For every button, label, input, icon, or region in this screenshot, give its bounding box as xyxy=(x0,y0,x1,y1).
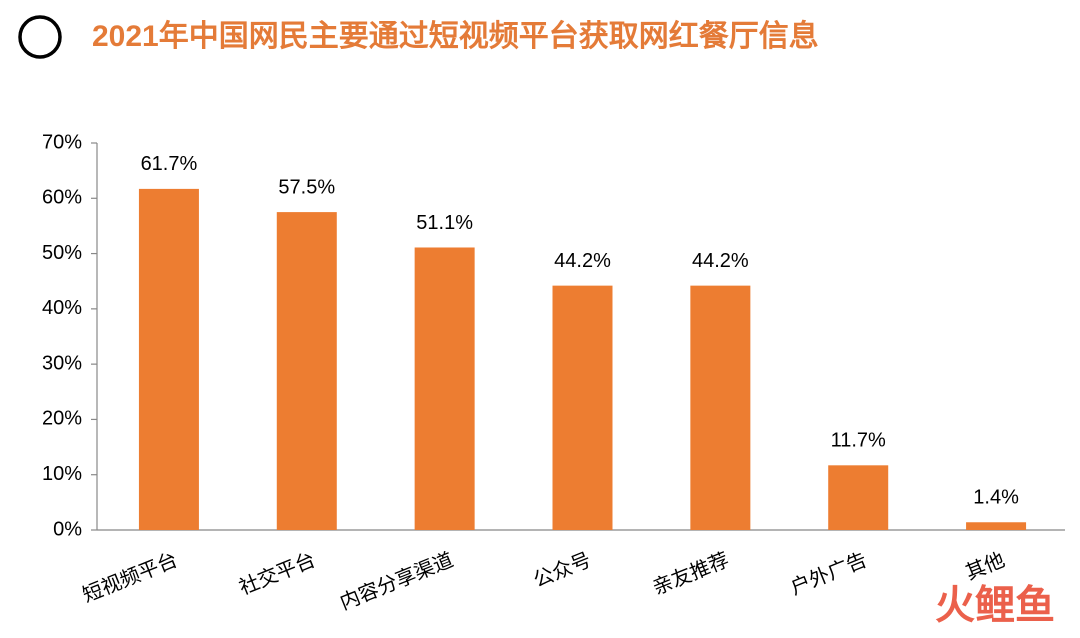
bar xyxy=(138,188,199,530)
x-tick-label: 亲友推荐 xyxy=(649,548,732,599)
x-tick-label: 其他 xyxy=(962,548,1008,584)
value-label: 11.7% xyxy=(831,430,886,452)
x-tick-label: 户外广告 xyxy=(787,548,870,599)
y-tick-label: 40% xyxy=(42,297,82,319)
x-tick-label: 社交平台 xyxy=(236,548,319,599)
value-label: 1.4% xyxy=(973,487,1019,509)
x-tick-label: 短视频平台 xyxy=(79,548,180,607)
y-tick-label: 70% xyxy=(42,131,82,153)
y-tick-label: 10% xyxy=(42,463,82,485)
bar xyxy=(690,285,751,530)
y-tick-label: 20% xyxy=(42,408,82,430)
y-tick-label: 50% xyxy=(42,242,82,264)
y-tick-label: 0% xyxy=(53,518,82,540)
y-tick-label: 30% xyxy=(42,352,82,374)
value-label: 51.1% xyxy=(416,212,473,234)
bar xyxy=(276,212,337,530)
bar xyxy=(828,465,889,530)
title-icon xyxy=(18,15,62,59)
x-tick-label: 公众号 xyxy=(530,548,594,592)
value-label: 61.7% xyxy=(141,153,198,175)
bar xyxy=(414,247,475,531)
chart-title: 2021年中国网民主要通过短视频平台获取网红餐厅信息 xyxy=(92,19,819,53)
y-tick-label: 60% xyxy=(42,187,82,209)
watermark: 火鲤鱼 xyxy=(935,584,1055,628)
bar xyxy=(552,285,613,530)
x-tick-label: 内容分享渠道 xyxy=(337,548,457,614)
bar xyxy=(966,522,1027,530)
value-label: 44.2% xyxy=(554,250,611,272)
value-label: 57.5% xyxy=(278,176,335,198)
value-label: 44.2% xyxy=(692,250,749,272)
